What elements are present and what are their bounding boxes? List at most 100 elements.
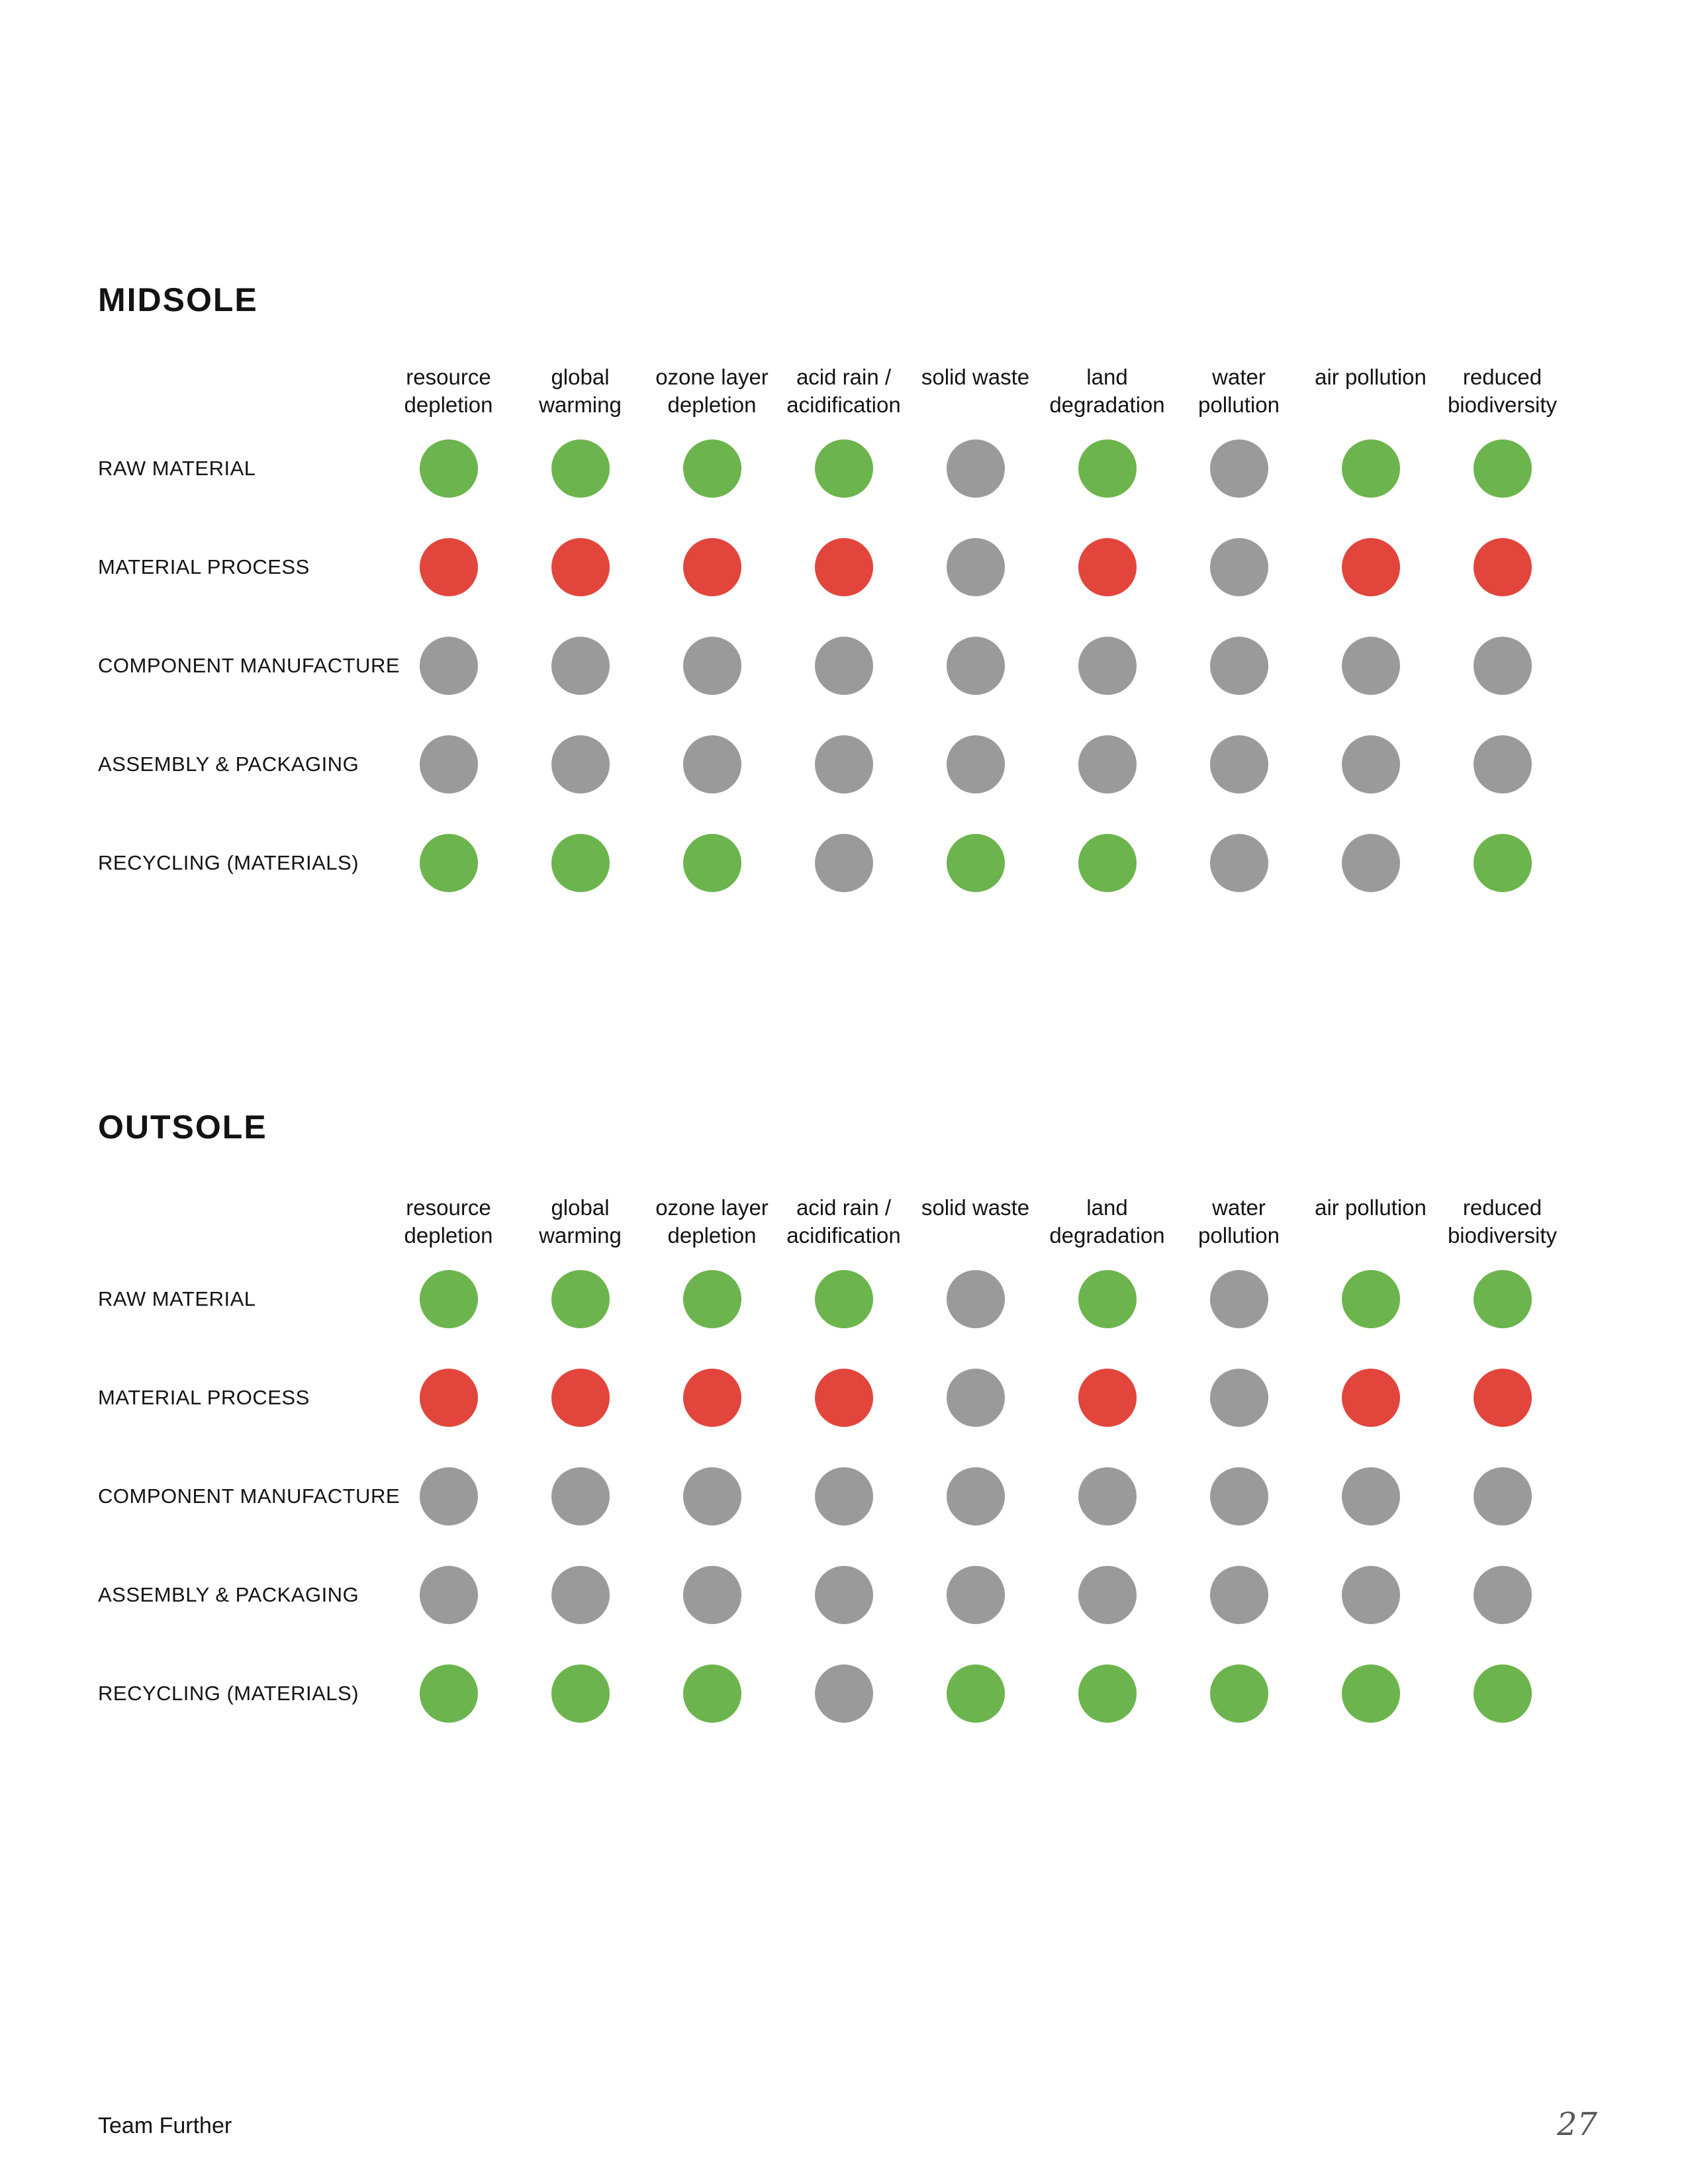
dot-cell: [1041, 1348, 1173, 1447]
dot-cell: [1436, 1250, 1568, 1348]
dot-cell: [1041, 616, 1173, 715]
gray-impact-dot: [551, 735, 610, 794]
gray-impact-dot: [1473, 636, 1532, 695]
gray-impact-dot: [814, 1467, 873, 1525]
midsole-section-title: MIDSOLE: [98, 281, 258, 318]
dot-cell: [910, 1250, 1041, 1348]
dot-cell: [1305, 1348, 1436, 1447]
green-impact-dot: [419, 1269, 478, 1328]
green-impact-dot: [1078, 1269, 1137, 1328]
dot-cell: [514, 813, 646, 912]
dot-cell: [778, 813, 910, 912]
gray-impact-dot: [1209, 439, 1268, 498]
dot-cell: [383, 1250, 514, 1348]
dot-cell: [514, 1250, 646, 1348]
dot-cell: [383, 518, 514, 616]
row-label: ASSEMBLY & PACKAGING: [98, 1582, 359, 1606]
row-label: MATERIAL PROCESS: [98, 1385, 310, 1409]
matrix-row: RAW MATERIAL: [98, 1250, 1568, 1348]
gray-impact-dot: [946, 735, 1005, 794]
matrix-row: RAW MATERIAL: [98, 419, 1568, 518]
dot-cell: [1041, 1447, 1173, 1545]
dot-cell: [1436, 616, 1568, 715]
column-header: resource depletion: [404, 365, 493, 417]
outsole-impact-matrix: resource depletion global warming ozone la…: [98, 1185, 1568, 1743]
dot-cell: [910, 1545, 1041, 1644]
dot-cell: [1173, 715, 1305, 813]
dot-cell: [778, 1545, 910, 1644]
dot-cell: [910, 1644, 1041, 1743]
green-impact-dot: [551, 1269, 610, 1328]
dot-cell: [383, 1447, 514, 1545]
gray-impact-dot: [1209, 1368, 1268, 1427]
gray-impact-dot: [946, 1269, 1005, 1328]
row-label: MATERIAL PROCESS: [98, 555, 310, 578]
dot-cell: [383, 1348, 514, 1447]
row-label: COMPONENT MANUFACTURE: [98, 653, 400, 677]
dot-cell: [646, 616, 778, 715]
dot-cell: [514, 715, 646, 813]
dot-cell: [514, 419, 646, 518]
column-header: global warming: [539, 365, 622, 417]
row-label: RECYCLING (MATERIALS): [98, 1681, 359, 1705]
column-header: solid waste: [921, 1195, 1030, 1220]
gray-impact-dot: [1078, 636, 1137, 695]
gray-impact-dot: [1341, 1467, 1400, 1525]
row-label: RAW MATERIAL: [98, 456, 256, 480]
gray-impact-dot: [551, 1467, 610, 1525]
green-impact-dot: [946, 1664, 1005, 1723]
dot-cell: [1173, 1348, 1305, 1447]
green-impact-dot: [946, 833, 1005, 892]
red-impact-dot: [1078, 537, 1137, 596]
dot-cell: [1173, 1545, 1305, 1644]
gray-impact-dot: [551, 636, 610, 695]
green-impact-dot: [551, 833, 610, 892]
green-impact-dot: [419, 439, 478, 498]
dot-cell: [1305, 518, 1436, 616]
dot-cell: [1305, 1447, 1436, 1545]
gray-impact-dot: [1473, 1565, 1532, 1624]
column-header: land degradation: [1049, 365, 1165, 417]
column-header: water pollution: [1198, 365, 1280, 417]
footer-team-name: Team Further: [98, 2113, 232, 2138]
midsole-impact-matrix: resource depletion global warming ozone la…: [98, 354, 1568, 912]
gray-impact-dot: [946, 537, 1005, 596]
dot-cell: [910, 1348, 1041, 1447]
dot-cell: [1436, 1348, 1568, 1447]
matrix-row: RECYCLING (MATERIALS): [98, 1644, 1568, 1743]
dot-cell: [910, 518, 1041, 616]
dot-cell: [1041, 715, 1173, 813]
dot-cell: [383, 616, 514, 715]
column-header: acid rain / acidification: [786, 365, 901, 417]
dot-cell: [383, 419, 514, 518]
gray-impact-dot: [1473, 1467, 1532, 1525]
gray-impact-dot: [682, 735, 741, 794]
gray-impact-dot: [946, 1565, 1005, 1624]
green-impact-dot: [682, 439, 741, 498]
dot-cell: [778, 419, 910, 518]
red-impact-dot: [682, 1368, 741, 1427]
red-impact-dot: [814, 1368, 873, 1427]
column-header: reduced biodiversity: [1447, 1195, 1558, 1248]
red-impact-dot: [1473, 1368, 1532, 1427]
column-header: resource depletion: [404, 1195, 493, 1248]
dot-cell: [1041, 1644, 1173, 1743]
green-impact-dot: [551, 439, 610, 498]
dot-cell: [646, 1447, 778, 1545]
green-impact-dot: [682, 1269, 741, 1328]
dot-cell: [1436, 518, 1568, 616]
gray-impact-dot: [1341, 735, 1400, 794]
dot-cell: [1305, 1644, 1436, 1743]
green-impact-dot: [1473, 833, 1532, 892]
dot-cell: [1173, 1447, 1305, 1545]
gray-impact-dot: [1209, 1269, 1268, 1328]
green-impact-dot: [814, 1269, 873, 1328]
gray-impact-dot: [946, 636, 1005, 695]
red-impact-dot: [682, 537, 741, 596]
outsole-section-title: OUTSOLE: [98, 1108, 267, 1146]
red-impact-dot: [551, 1368, 610, 1427]
dot-cell: [910, 419, 1041, 518]
dot-cell: [1173, 616, 1305, 715]
gray-impact-dot: [551, 1565, 610, 1624]
